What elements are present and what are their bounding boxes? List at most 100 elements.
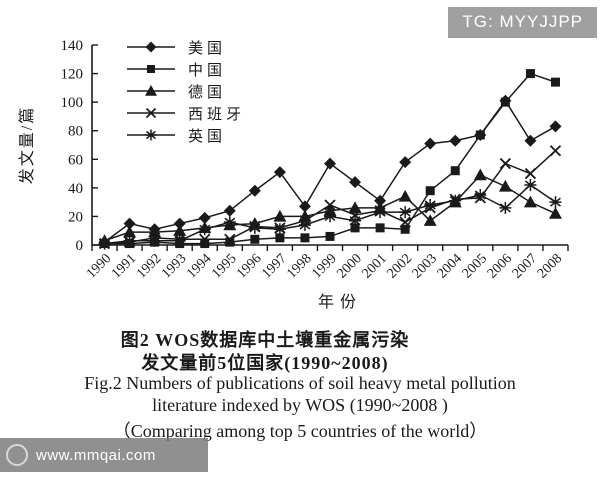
marker-star	[223, 216, 236, 229]
marker-diamond	[374, 194, 387, 207]
x-axis-title: 年份	[317, 294, 362, 311]
marker-diamond	[198, 211, 211, 224]
marker-triangle	[498, 179, 512, 192]
y-tick-label: 80	[68, 124, 83, 140]
marker-square	[375, 223, 385, 233]
marker-star	[298, 219, 311, 231]
x-tick-label: 1991	[109, 251, 139, 281]
legend-item-triangle: 德国	[126, 80, 245, 102]
y-tick-label: 140	[61, 38, 84, 54]
marker-square	[147, 65, 155, 73]
legend-label: 德国	[188, 84, 227, 101]
x-tick-label: 2001	[360, 251, 390, 281]
legend-marker-diamond-icon	[127, 41, 175, 53]
marker-square	[250, 234, 260, 244]
marker-star	[524, 179, 537, 191]
marker-star	[148, 234, 161, 247]
marker-diamond	[349, 176, 362, 189]
marker-square	[550, 77, 560, 87]
x-tick-label: 1992	[134, 251, 164, 281]
marker-triangle	[523, 195, 537, 208]
marker-triangle	[398, 189, 412, 202]
legend-marker-square-icon	[127, 65, 175, 73]
legend-marker-x-icon	[127, 107, 175, 119]
legend-label: 西班牙	[188, 106, 246, 123]
legend-label: 中国	[188, 62, 227, 79]
x-tick-label: 2003	[410, 251, 440, 281]
marker-diamond	[145, 41, 157, 53]
x-tick-label: 2005	[460, 251, 490, 281]
x-tick-label: 1993	[159, 251, 189, 281]
legend-label: 美国	[188, 40, 227, 57]
marker-x	[549, 145, 562, 157]
legend-item-square: 中国	[126, 58, 245, 80]
marker-square	[500, 97, 510, 107]
marker-diamond	[298, 200, 311, 213]
marker-star	[324, 210, 336, 223]
caption-english-line1: Fig.2 Numbers of publications of soil he…	[84, 373, 516, 393]
marker-star	[374, 206, 387, 219]
marker-diamond	[449, 134, 462, 147]
y-tick-label: 100	[61, 95, 84, 111]
marker-star	[424, 199, 437, 211]
marker-triangle	[423, 214, 437, 226]
marker-square	[425, 186, 435, 196]
marker-star	[198, 223, 211, 236]
marker-square	[400, 224, 410, 234]
marker-diamond	[173, 217, 186, 230]
marker-triangle	[145, 85, 157, 96]
marker-star	[549, 196, 562, 209]
marker-diamond	[399, 156, 412, 169]
legend-marker-star-icon	[127, 129, 175, 141]
marker-square	[525, 69, 535, 79]
legend-label: 英国	[188, 128, 227, 145]
legend-marker-triangle-icon	[127, 85, 175, 96]
marker-diamond	[524, 134, 537, 147]
marker-diamond	[248, 184, 261, 197]
y-tick-label: 0	[76, 238, 84, 254]
legend-item-diamond: 美国	[126, 36, 245, 58]
chart-legend: 美国中国德国西班牙英国	[126, 36, 245, 146]
x-tick-label: 1994	[184, 251, 214, 281]
marker-diamond	[223, 204, 236, 217]
x-tick-label: 2008	[535, 251, 565, 281]
watermark-bar: www.mmqai.com	[0, 438, 208, 472]
x-tick-label: 2006	[485, 251, 515, 281]
x-tick-label: 1996	[234, 251, 264, 281]
marker-square	[225, 237, 235, 247]
marker-star	[474, 189, 487, 201]
marker-diamond	[273, 166, 286, 179]
x-tick-label: 1997	[259, 251, 289, 281]
marker-star	[499, 201, 512, 214]
watermark-logo-circle-icon	[6, 444, 28, 466]
marker-star	[449, 194, 462, 207]
marker-square	[300, 233, 310, 243]
caption-chinese-line2: 发文量前5位国家(1990~2008)	[141, 353, 389, 373]
marker-star	[399, 206, 412, 219]
marker-x	[199, 233, 211, 245]
y-axis-title: 发文量/篇	[19, 105, 36, 185]
marker-triangle	[548, 207, 562, 219]
x-tick-label: 1995	[209, 251, 239, 281]
marker-star	[349, 214, 362, 227]
marker-star	[273, 223, 286, 236]
x-tick-label: 1990	[84, 251, 114, 281]
legend-item-x: 西班牙	[126, 102, 245, 124]
marker-triangle	[348, 201, 362, 214]
marker-star	[145, 129, 157, 141]
marker-x	[324, 199, 336, 211]
caption-english-line3: （Comparing among top 5 countries of the …	[112, 421, 488, 441]
x-tick-label: 2002	[385, 251, 415, 281]
marker-diamond	[324, 157, 336, 170]
x-tick-label: 2007	[510, 251, 540, 281]
line-chart: 0204060801001201401990199119921993199419…	[61, 38, 569, 282]
x-tick-label: 1999	[309, 251, 339, 281]
x-tick-label: 2004	[435, 251, 465, 281]
marker-x	[145, 107, 157, 119]
caption-chinese-line1: 图2 WOS数据库中土壤重金属污染	[120, 330, 410, 350]
marker-star	[98, 237, 111, 250]
marker-x	[399, 216, 411, 228]
marker-x	[524, 167, 537, 180]
marker-star	[123, 234, 136, 247]
